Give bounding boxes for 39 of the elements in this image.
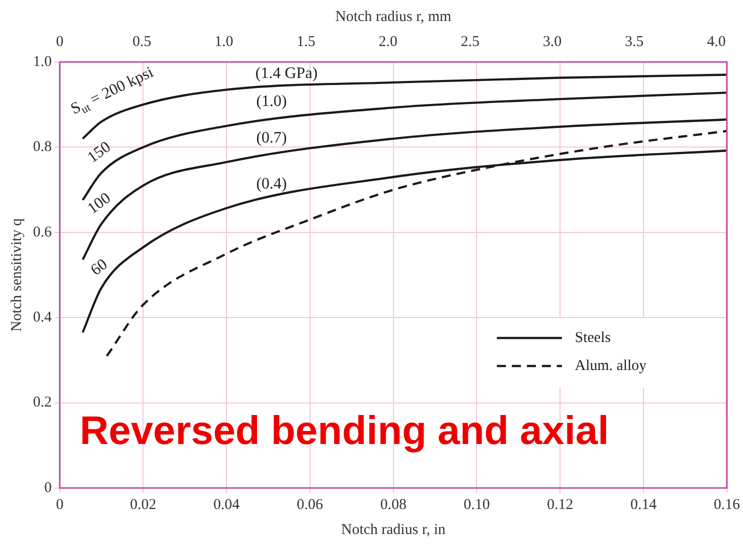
x2-tick-label: 3.5 bbox=[624, 34, 644, 50]
x-tick-label: 0.16 bbox=[714, 496, 740, 513]
annotation: 60 bbox=[88, 256, 111, 280]
x-tick-label: 0.14 bbox=[630, 496, 658, 513]
annotation: 100 bbox=[84, 190, 114, 218]
annotation: (1.4 GPa) bbox=[255, 64, 318, 82]
annotation: 150 bbox=[84, 138, 114, 166]
y-tick-label: 0.4 bbox=[33, 310, 52, 326]
y-tick-label: 0.6 bbox=[33, 224, 52, 240]
x2-tick-label: 1.5 bbox=[296, 34, 316, 50]
x-tick-label: 0.10 bbox=[464, 496, 490, 513]
x2-tick-label: 2.5 bbox=[460, 34, 480, 50]
x2-tick-label: 0.5 bbox=[132, 34, 152, 50]
x-tick-label: 0.12 bbox=[546, 496, 574, 513]
x2-tick-label: 1.0 bbox=[214, 34, 234, 50]
y-axis-title: Notch sensitivity q bbox=[8, 218, 25, 332]
y-tick-label: 0 bbox=[44, 480, 52, 496]
annotation: (1.0) bbox=[256, 93, 287, 110]
x-tick-label: 0.06 bbox=[296, 496, 324, 513]
annotation: (0.7) bbox=[256, 129, 287, 146]
y-tick-label: 1.0 bbox=[33, 54, 52, 70]
x2-tick-label: 2.0 bbox=[378, 34, 398, 50]
legend-label: Steels bbox=[574, 330, 611, 346]
x2-tick-label: 3.0 bbox=[542, 34, 562, 50]
x-tick-label: 0 bbox=[56, 496, 64, 513]
line-series bbox=[82, 118, 727, 261]
legend-label: Alum. alloy bbox=[574, 358, 648, 374]
annotation: Reversed bending and axial bbox=[80, 409, 609, 454]
annotation: (0.4) bbox=[256, 175, 287, 192]
x-tick-label: 0.08 bbox=[380, 496, 406, 513]
x-axis-title: Notch radius r, in bbox=[341, 522, 446, 538]
y-tick-label: 0.8 bbox=[33, 139, 52, 156]
annotation: Sut = 200 kpsi bbox=[68, 64, 157, 118]
x2-tick-label: 4.0 bbox=[706, 34, 726, 50]
x-tick-label: 0.02 bbox=[130, 496, 156, 513]
y-tick-label: 0.2 bbox=[33, 394, 52, 411]
x2-tick-label: 0 bbox=[56, 34, 64, 50]
x-tick-label: 0.04 bbox=[213, 496, 240, 513]
x2-axis-title: Notch radius r, mm bbox=[335, 8, 452, 25]
